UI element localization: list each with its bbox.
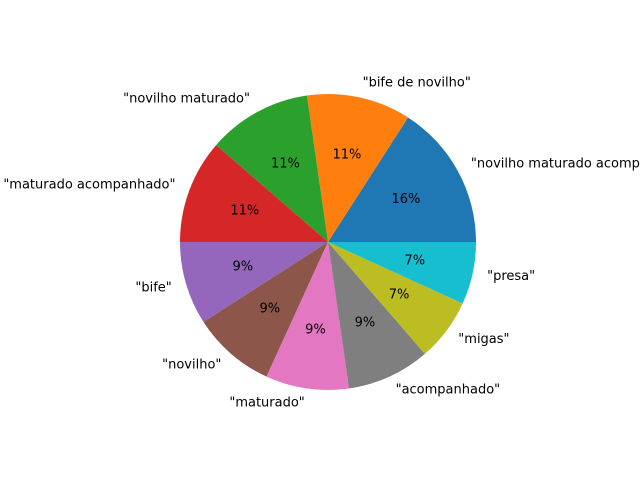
pie-slice: [203, 242, 328, 377]
pie-slice: [328, 117, 476, 242]
pie-slice: [180, 145, 328, 242]
slice-percent-label: 9%: [305, 322, 326, 337]
slice-percent-label: 7%: [404, 253, 425, 268]
pie-slice: [328, 242, 463, 354]
slice-category-label: "novilho": [162, 358, 221, 373]
slice-category-label: "migas": [458, 332, 509, 347]
pie-slice: [306, 94, 409, 243]
slice-percent-label: 11%: [230, 204, 259, 219]
slice-category-label: "acompanhado": [396, 383, 501, 398]
percent-labels: 16% 11% 11% 11% 9% 9% 9% 9% 7% 7%: [230, 148, 425, 338]
pie-slices: [180, 94, 476, 390]
slice-category-label: "bife de novilho": [363, 75, 471, 90]
slice-category-label: "maturado acompanhado": [3, 178, 175, 193]
pie-slice: [266, 242, 350, 390]
slice-percent-label: 11%: [271, 157, 300, 172]
slice-category-label: "presa": [487, 269, 535, 284]
slice-percent-label: 9%: [232, 260, 253, 275]
slice-category-label: "novilho maturado": [123, 92, 250, 107]
slice-category-label: "maturado": [229, 396, 304, 411]
pie-slice: [328, 242, 476, 304]
pie-slice: [180, 242, 328, 323]
slice-category-label: "novilho maturado acompanhado": [471, 157, 640, 172]
slice-category-label: "bife": [135, 280, 171, 295]
category-labels: "novilho maturado acompanhado" "bife de n…: [3, 75, 640, 410]
pie-slice: [216, 95, 328, 242]
slice-percent-label: 9%: [259, 302, 280, 317]
slice-percent-label: 16%: [391, 192, 420, 207]
pie-slice: [328, 242, 425, 389]
slice-percent-label: 9%: [355, 315, 376, 330]
slice-percent-label: 7%: [389, 288, 410, 303]
slice-percent-label: 11%: [332, 148, 361, 163]
